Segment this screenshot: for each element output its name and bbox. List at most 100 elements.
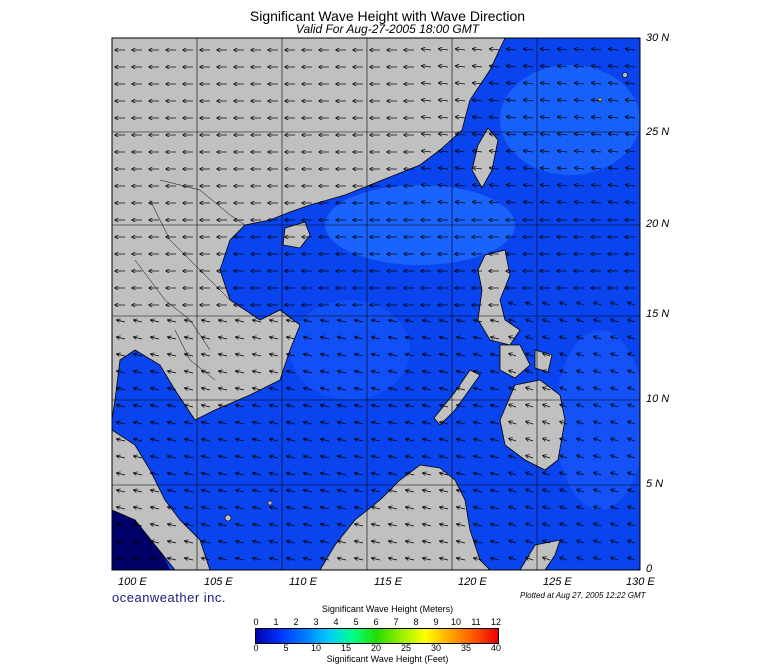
wave-arrow (558, 134, 568, 135)
wave-arrow (560, 337, 568, 339)
wave-arrow (456, 151, 466, 152)
wave-arrow (594, 456, 602, 458)
wave-arrow (236, 371, 245, 373)
wave-arrow (594, 337, 602, 339)
wave-arrow (406, 354, 415, 356)
wave-arrow (490, 49, 500, 50)
colorbar-tick-meters: 11 (471, 617, 481, 627)
wave-arrow (440, 558, 449, 560)
wave-arrow (626, 49, 636, 50)
wave-arrow (406, 439, 415, 441)
wave-arrow (526, 507, 534, 509)
wave-arrow (577, 524, 585, 526)
wave-arrow (509, 439, 517, 441)
wave-arrow (423, 507, 432, 509)
colorbar-tick-meters: 0 (253, 617, 259, 627)
wave-arrow (151, 439, 160, 441)
wave-arrow (185, 524, 194, 526)
wave-arrow (219, 337, 228, 339)
wave-arrow (406, 524, 415, 526)
wave-arrow (474, 337, 483, 339)
wave-arrow (117, 388, 126, 390)
wave-arrow (321, 507, 330, 509)
wave-arrow (117, 524, 126, 526)
wave-arrow (577, 473, 585, 475)
wave-arrow (168, 558, 177, 560)
wave-arrow (389, 558, 398, 560)
wave-arrow (338, 507, 347, 509)
wave-arrow (151, 507, 160, 509)
wave-arrow (575, 83, 585, 84)
wave-arrow (304, 541, 313, 543)
wave-arrow (526, 524, 534, 526)
wave-arrow (457, 456, 466, 458)
wave-arrow (253, 473, 262, 475)
wave-arrow (611, 320, 619, 322)
wave-arrow (389, 405, 398, 407)
wave-arrow (560, 405, 568, 407)
wave-arrow (611, 388, 619, 390)
wave-arrow (270, 388, 279, 390)
wave-arrow (628, 541, 636, 543)
lon-label: 100 E (118, 576, 147, 588)
map-frame (111, 37, 641, 571)
wave-arrow (304, 558, 313, 560)
wave-arrow (524, 49, 534, 50)
wave-arrow (236, 558, 245, 560)
colorbar-tick-meters: 5 (353, 617, 359, 627)
wave-arrow (338, 541, 347, 543)
wave-arrow (168, 354, 177, 356)
wave-arrow (134, 541, 143, 543)
wave-arrow (389, 490, 398, 492)
wave-arrow (490, 168, 500, 169)
wave-arrow (304, 473, 313, 475)
wave-arrow (321, 456, 330, 458)
wave-arrow (541, 49, 551, 50)
colorbar-tick-feet: 15 (340, 643, 352, 653)
wave-arrow (560, 507, 568, 509)
wave-arrow (338, 337, 347, 339)
wave-arrow (440, 371, 449, 373)
wave-arrow (439, 134, 449, 135)
wave-arrow (304, 337, 313, 339)
wave-arrow (577, 541, 585, 543)
wave-arrow (270, 422, 279, 424)
wave-arrow (474, 541, 483, 543)
wave-arrow (389, 507, 398, 509)
wave-arrow (474, 405, 483, 407)
wave-arrow (355, 490, 364, 492)
wave-arrow (422, 49, 432, 50)
wave-arrow (473, 100, 483, 101)
wave-arrow (423, 337, 432, 339)
wave-arrow (592, 66, 602, 67)
wave-arrow (151, 354, 160, 356)
wave-arrow (457, 320, 466, 322)
wave-arrow (117, 558, 126, 560)
wave-arrow (440, 354, 449, 356)
wave-arrow (423, 439, 432, 441)
wave-arrow (575, 151, 585, 152)
wave-arrow (389, 524, 398, 526)
wave-arrow (509, 320, 517, 322)
wave-arrow (219, 354, 228, 356)
wave-arrow (117, 354, 126, 356)
wave-arrow (117, 490, 126, 492)
wave-arrow (406, 558, 415, 560)
wave-arrow (558, 49, 568, 50)
wave-arrow (507, 117, 517, 118)
wave-arrow (509, 507, 517, 509)
wave-arrow (304, 456, 313, 458)
wave-arrow (592, 134, 602, 135)
wave-arrow (219, 507, 228, 509)
wave-arrow (287, 507, 296, 509)
wave-arrow (609, 151, 619, 152)
wave-arrow (134, 558, 143, 560)
wave-arrow (202, 507, 211, 509)
wave-arrow (473, 66, 483, 67)
wave-arrow (543, 524, 551, 526)
wave-arrow (611, 490, 619, 492)
swell-zone (290, 300, 410, 400)
wave-arrow (134, 456, 143, 458)
wave-arrow (543, 422, 551, 424)
island (597, 97, 603, 103)
